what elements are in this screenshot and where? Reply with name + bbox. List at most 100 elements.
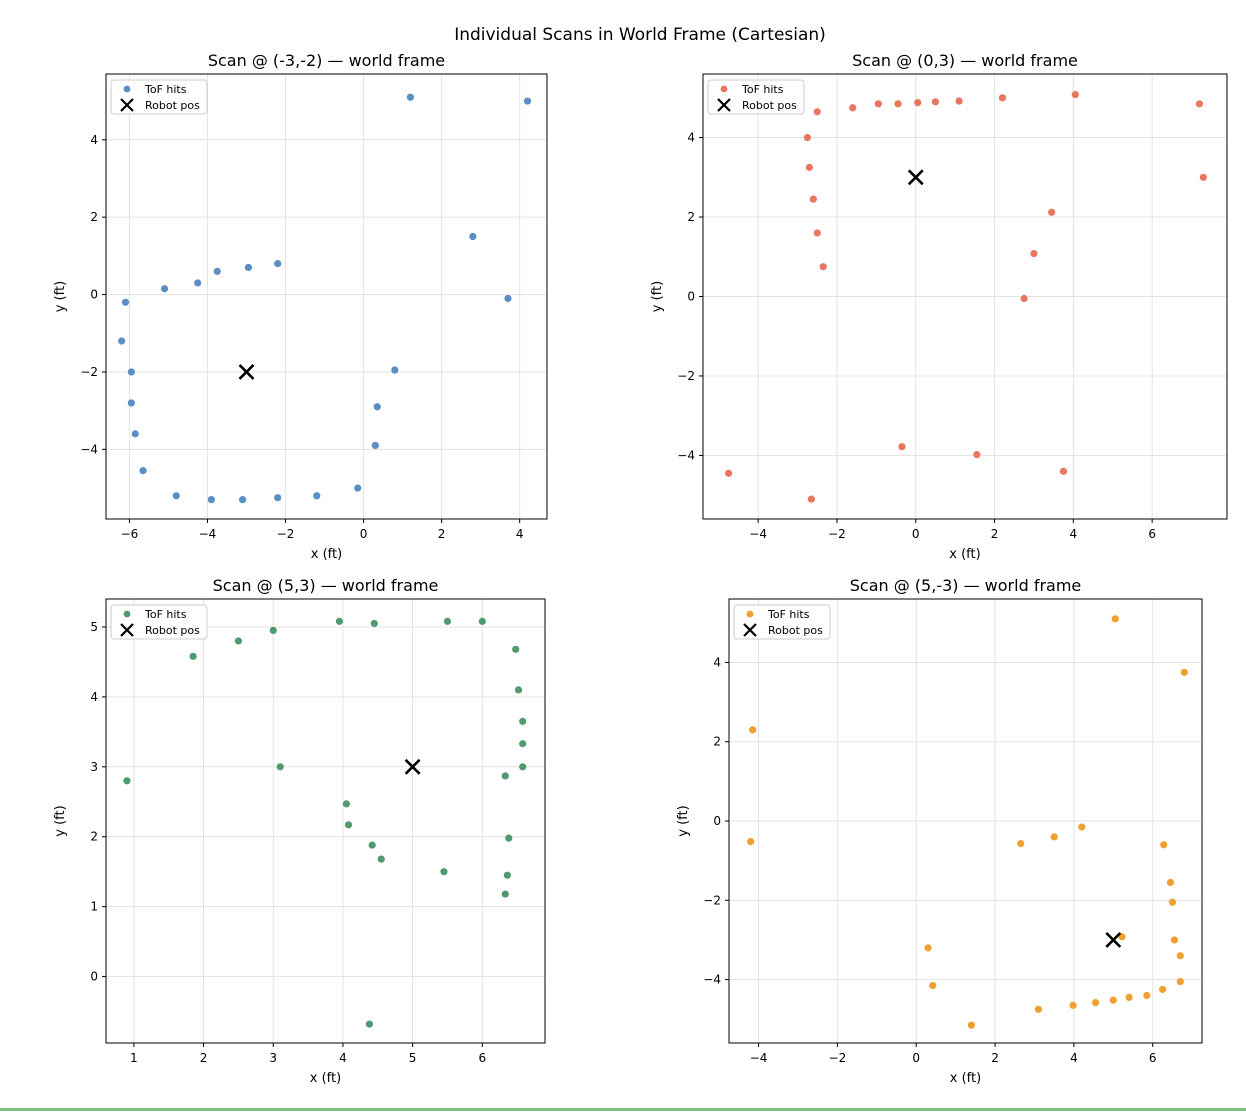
y-tick-label: 3 bbox=[90, 760, 98, 774]
legend: ToF hits Robot pos bbox=[733, 604, 831, 640]
subplot-2: Scan @ (0,3) — world frame −4 −2 0 2 4 6 −4 −2 0 2… bbox=[650, 51, 1228, 562]
tof-hit-point bbox=[803, 133, 812, 142]
legend-hits-swatch bbox=[123, 610, 131, 618]
y-tick-label: −2 bbox=[80, 365, 98, 379]
x-tick-label: 6 bbox=[1148, 527, 1156, 541]
x-tick-label: 0 bbox=[912, 527, 920, 541]
tof-hit-point bbox=[1160, 841, 1168, 849]
tof-hit-point bbox=[269, 626, 277, 635]
tof-hit-point bbox=[501, 772, 509, 780]
tof-hit-point bbox=[1170, 936, 1179, 944]
subplot-1: Scan @ (-3,-2) — world frame −6 −4 −2 0 2 4 −4 −… bbox=[53, 51, 548, 562]
subplot-title: Scan @ (0,3) — world frame bbox=[852, 51, 1078, 70]
tof-hit-point bbox=[440, 868, 448, 876]
legend-box bbox=[110, 604, 208, 640]
subplot-3: Scan @ (5,3) — world frame 1 2 3 4 5 6 0 1 2 3 4 5 x … bbox=[53, 576, 546, 1086]
x-tick-label: 4 bbox=[1070, 1051, 1078, 1065]
tof-hit-point bbox=[1180, 668, 1188, 676]
axes-frame bbox=[728, 598, 1203, 1044]
tof-hit-point bbox=[967, 1021, 976, 1029]
tof-hit-point bbox=[1199, 173, 1207, 181]
tof-hit-point bbox=[1166, 878, 1175, 887]
tof-hit-point bbox=[1158, 985, 1167, 994]
robot-position-marker bbox=[238, 364, 255, 380]
legend-hits-label: ToF hits bbox=[144, 83, 187, 96]
y-tick-label: 2 bbox=[90, 830, 98, 844]
x-tick-label: 2 bbox=[991, 1051, 999, 1065]
y-tick-label: 2 bbox=[713, 735, 721, 749]
robot-marker-stroke bbox=[238, 364, 255, 380]
tof-hit-point bbox=[342, 800, 351, 808]
y-tick-label: 2 bbox=[90, 210, 98, 224]
tof-hit-point bbox=[1143, 991, 1151, 1000]
tof-hit-point bbox=[931, 98, 940, 106]
tof-hit-point bbox=[127, 399, 135, 407]
tof-hit-point bbox=[914, 99, 922, 107]
y-tick-label: 0 bbox=[687, 290, 695, 304]
tof-hit-point bbox=[344, 821, 353, 829]
legend: ToF hits Robot pos bbox=[707, 79, 805, 115]
tof-hit-point bbox=[207, 496, 215, 504]
y-tick-label: 1 bbox=[90, 900, 98, 914]
tof-hit-point bbox=[809, 195, 817, 203]
tof-hit-point bbox=[276, 763, 284, 771]
tof-hit-point bbox=[1168, 898, 1177, 906]
x-tick-label: 5 bbox=[409, 1051, 417, 1065]
tof-hit-point bbox=[1048, 208, 1056, 216]
tof-hit-point bbox=[194, 279, 202, 287]
legend-robot-label: Robot pos bbox=[145, 624, 200, 637]
tof-hit-point bbox=[1111, 615, 1119, 623]
tof-hit-point bbox=[1195, 100, 1204, 108]
x-tick-label: 0 bbox=[912, 1051, 920, 1065]
x-axis-label: x (ft) bbox=[311, 547, 342, 562]
tof-hit-point bbox=[1069, 1001, 1077, 1009]
subplot-title: Scan @ (-3,-2) — world frame bbox=[208, 51, 445, 70]
x-tick-label: −2 bbox=[277, 527, 295, 541]
tof-hit-point bbox=[514, 686, 523, 694]
tof-hit-point bbox=[244, 263, 253, 272]
tof-hit-point bbox=[519, 740, 527, 748]
tof-hit-point bbox=[1078, 823, 1086, 831]
legend-hits-label: ToF hits bbox=[144, 608, 187, 621]
y-tick-label: 5 bbox=[90, 620, 98, 634]
bottom-border bbox=[0, 1108, 1246, 1111]
x-tick-label: 2 bbox=[200, 1051, 208, 1065]
tof-hit-point bbox=[501, 890, 509, 898]
legend-hits-swatch bbox=[720, 85, 728, 93]
tof-hit-point bbox=[1109, 996, 1117, 1004]
tof-hit-point bbox=[874, 100, 882, 108]
tof-hit-point bbox=[313, 492, 321, 500]
tof-hit-point bbox=[1176, 977, 1184, 986]
x-axis-label: x (ft) bbox=[950, 1071, 981, 1086]
tof-hit-point bbox=[213, 267, 221, 275]
legend-robot-label: Robot pos bbox=[145, 99, 200, 112]
legend-hits-swatch bbox=[746, 610, 754, 618]
tof-hit-point bbox=[238, 496, 247, 504]
y-tick-label: 4 bbox=[90, 690, 98, 704]
x-tick-label: −6 bbox=[121, 527, 139, 541]
y-tick-label: 4 bbox=[713, 655, 721, 669]
y-tick-label: 0 bbox=[90, 288, 98, 302]
legend-hits-swatch bbox=[123, 85, 131, 93]
y-tick-label: −4 bbox=[703, 973, 721, 987]
x-tick-label: 1 bbox=[130, 1051, 138, 1065]
tof-hit-point bbox=[370, 619, 378, 628]
tof-hit-point bbox=[172, 492, 180, 500]
subplot-title: Scan @ (5,3) — world frame bbox=[213, 576, 439, 595]
x-tick-label: 4 bbox=[1070, 527, 1078, 541]
tof-hit-point bbox=[849, 104, 857, 112]
tof-hit-point bbox=[443, 617, 452, 625]
tof-hit-point bbox=[189, 652, 197, 660]
x-tick-label: 0 bbox=[360, 527, 368, 541]
y-tick-label: −2 bbox=[703, 893, 721, 907]
tof-hit-point bbox=[505, 834, 513, 842]
tof-hit-point bbox=[354, 484, 362, 492]
tof-hit-point bbox=[274, 260, 282, 268]
tof-hit-point bbox=[747, 838, 755, 846]
y-tick-label: 2 bbox=[687, 210, 695, 224]
legend-robot-swatch bbox=[120, 623, 134, 637]
subplot-4: Scan @ (5,-3) — world frame −4 −2 0 2 4 6 −4 −2 0… bbox=[676, 576, 1203, 1086]
tof-hit-point bbox=[160, 285, 169, 293]
tof-hit-point bbox=[1091, 998, 1100, 1007]
tof-hit-point bbox=[118, 337, 126, 345]
